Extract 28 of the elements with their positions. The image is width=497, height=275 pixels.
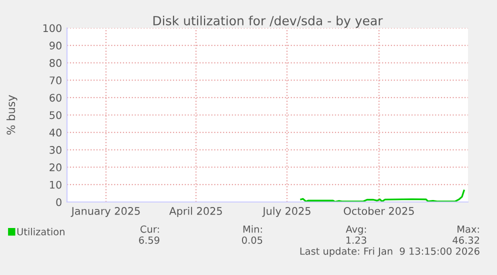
y-tick-label: 20 xyxy=(50,163,62,172)
x-tick-label: July 2025 xyxy=(262,206,310,217)
text: 1.23 xyxy=(346,236,366,244)
y-tick-label: 100 xyxy=(43,24,62,32)
y-tick-label: 10 xyxy=(50,180,62,189)
chart-title: Disk utilization for /dev/sda - by year xyxy=(153,16,383,28)
x-tick-label: October 2025 xyxy=(344,206,414,215)
x-tick-label: January 2025 xyxy=(70,207,140,217)
text: Last update: Fri Jan 9 13:15:00 2026 xyxy=(300,247,480,257)
legend-label: Utilization xyxy=(17,228,64,236)
y-tick-label: 40 xyxy=(49,128,62,137)
line-series xyxy=(300,190,465,202)
y-tick-label: 30 xyxy=(50,146,62,154)
y-tick-label: 70 xyxy=(50,76,62,84)
text: 46.32 xyxy=(452,236,480,244)
text: 6.59 xyxy=(139,236,160,244)
text: 0.05 xyxy=(242,236,262,244)
y-axis-title: % busy xyxy=(6,95,18,135)
y-tick-label: 60 xyxy=(50,94,62,102)
y-tick-label: 80 xyxy=(50,59,62,67)
y-tick-label: 50 xyxy=(50,111,62,120)
y-tick-label: 0 xyxy=(56,198,62,206)
y-tick-label: 90 xyxy=(50,42,62,50)
x-tick-label: April 2025 xyxy=(169,206,222,217)
text: Min: xyxy=(243,225,262,233)
text: Max: xyxy=(458,226,479,233)
text: Avg: xyxy=(346,226,366,235)
text: Cur: xyxy=(140,225,159,233)
